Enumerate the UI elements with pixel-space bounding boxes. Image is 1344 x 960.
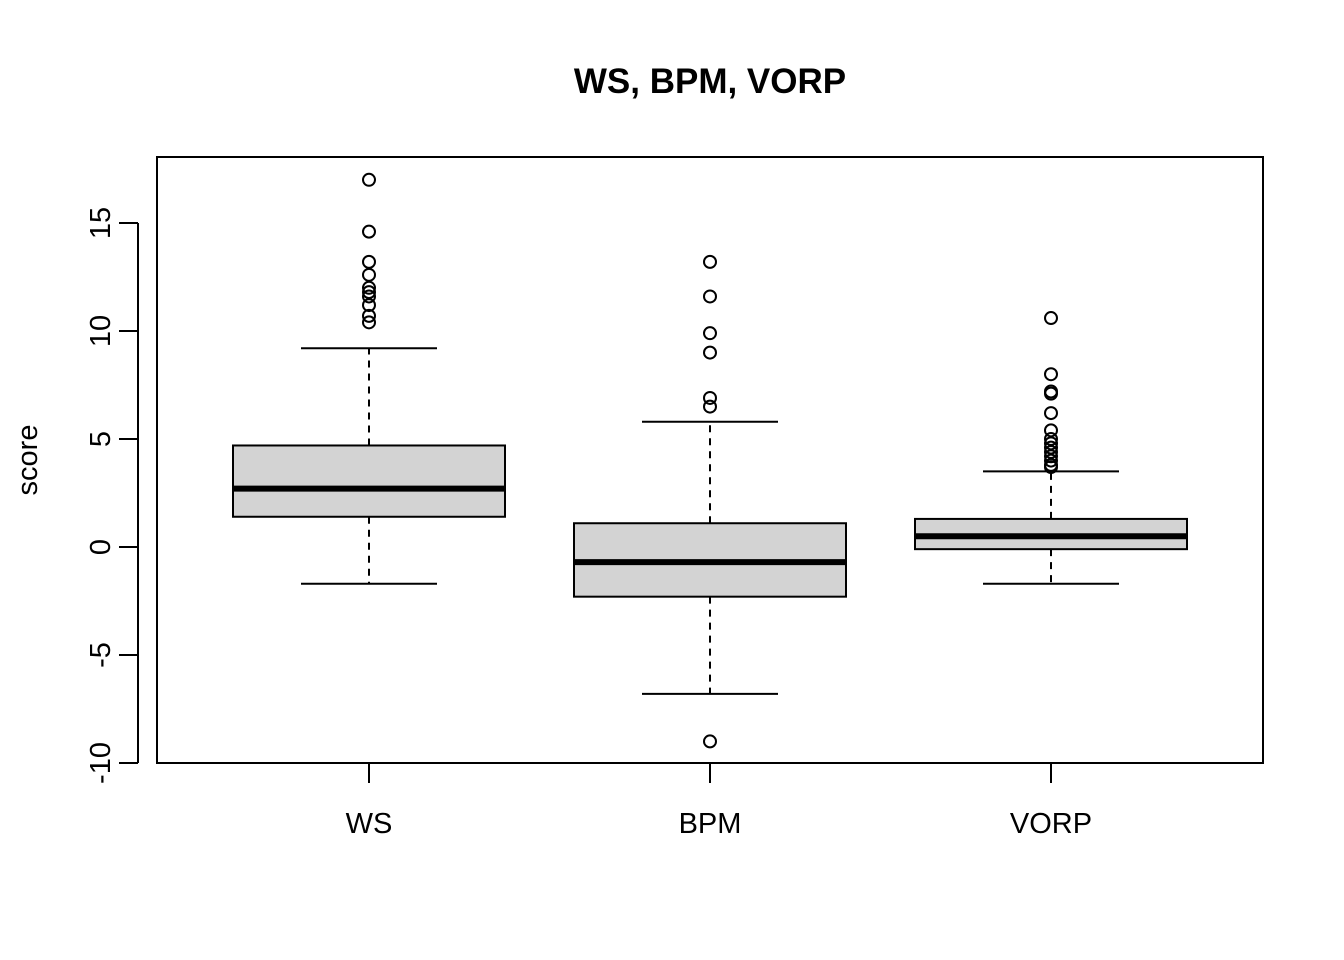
outlier-point	[703, 734, 717, 749]
outlier-point	[1044, 311, 1058, 326]
plot-frame	[156, 156, 1264, 764]
outlier-point	[703, 399, 717, 414]
outlier-point	[362, 224, 376, 239]
box-group-ws	[232, 172, 506, 585]
x-tick-label: WS	[346, 808, 393, 840]
x-axis: WS BPM VORP	[346, 764, 1092, 840]
outlier-point	[362, 254, 376, 269]
outlier-point	[362, 308, 376, 323]
outlier-point	[1044, 367, 1058, 382]
outlier-point	[362, 289, 376, 304]
x-tick-label: BPM	[679, 808, 742, 840]
outlier-point	[1044, 453, 1058, 468]
outlier-point	[362, 172, 376, 187]
y-tick-label: 5	[85, 431, 117, 447]
outlier-point	[362, 267, 376, 282]
y-tick-label: 10	[85, 315, 117, 347]
box-group-vorp	[914, 311, 1188, 585]
outlier-point	[1044, 406, 1058, 421]
outlier-point	[703, 289, 717, 304]
y-axis: -10 -5 0 5 10 15	[85, 207, 139, 784]
outlier-point	[703, 326, 717, 341]
outlier-point	[1044, 386, 1058, 401]
box-iqr	[232, 444, 506, 518]
x-tick-label: VORP	[1010, 808, 1092, 840]
y-tick-label: -10	[85, 742, 117, 784]
outlier-point	[703, 345, 717, 360]
outlier-point	[362, 315, 376, 330]
outlier-point	[1044, 460, 1058, 475]
chart-title: WS, BPM, VORP	[574, 62, 846, 101]
y-tick-label: -5	[85, 642, 117, 668]
outlier-point	[1044, 449, 1058, 464]
y-tick-label: 15	[85, 207, 117, 239]
outlier-point	[362, 280, 376, 295]
y-axis-label: score	[12, 425, 44, 496]
outlier-point	[703, 390, 717, 405]
outlier-point	[362, 298, 376, 313]
box-group-bpm	[573, 254, 847, 749]
boxes-layer	[232, 172, 1188, 749]
outlier-point	[703, 254, 717, 269]
y-tick-label: 0	[85, 539, 117, 555]
